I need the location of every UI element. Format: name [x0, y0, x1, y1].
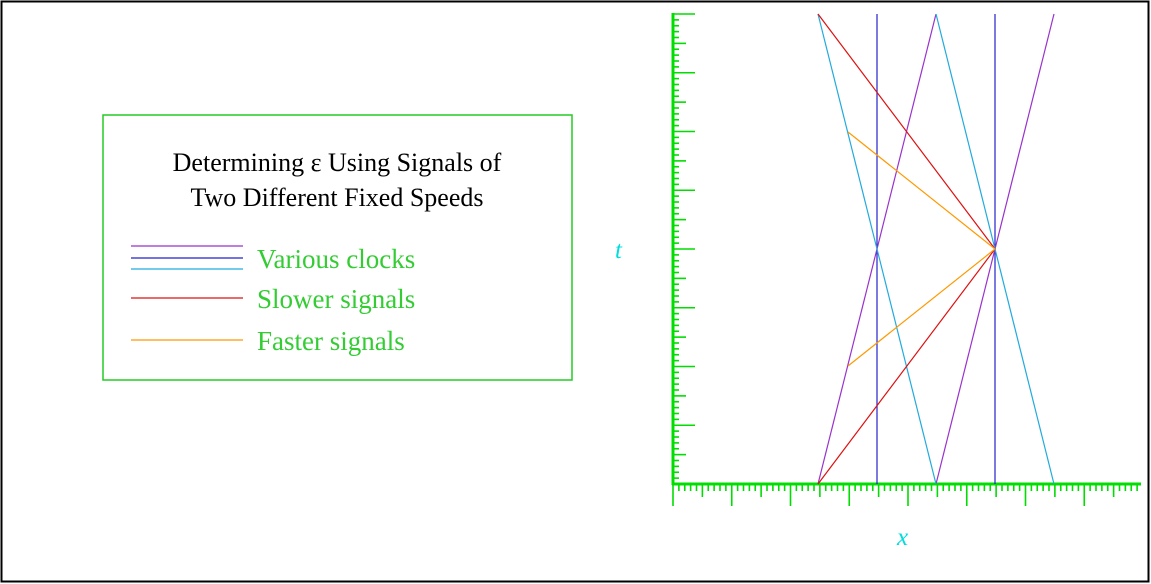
legend-label-clocks: Various clocks — [257, 244, 415, 274]
t-axis-label: t — [615, 237, 623, 264]
diagram-title-line2: Two Different Fixed Speeds — [190, 183, 483, 212]
worldlines — [818, 14, 1054, 484]
legend-item-clocks: Various clocks — [131, 244, 415, 274]
t-axis-ticks — [673, 14, 695, 484]
x-axis-label: x — [896, 524, 908, 551]
faster-signal-return — [848, 132, 995, 249]
legend: Determining ε Using Signals of Two Diffe… — [103, 115, 572, 380]
legend-item-slower: Slower signals — [131, 284, 415, 314]
slower-signal-outgoing — [818, 249, 995, 484]
legend-label-faster: Faster signals — [257, 326, 405, 356]
x-axis-ticks — [673, 484, 1137, 506]
faster-signal-outgoing — [848, 249, 995, 366]
diagram-title-line1: Determining ε Using Signals of — [173, 148, 502, 177]
legend-label-slower: Slower signals — [257, 284, 415, 314]
slower-signal-return — [818, 14, 995, 249]
legend-item-faster: Faster signals — [131, 326, 405, 356]
